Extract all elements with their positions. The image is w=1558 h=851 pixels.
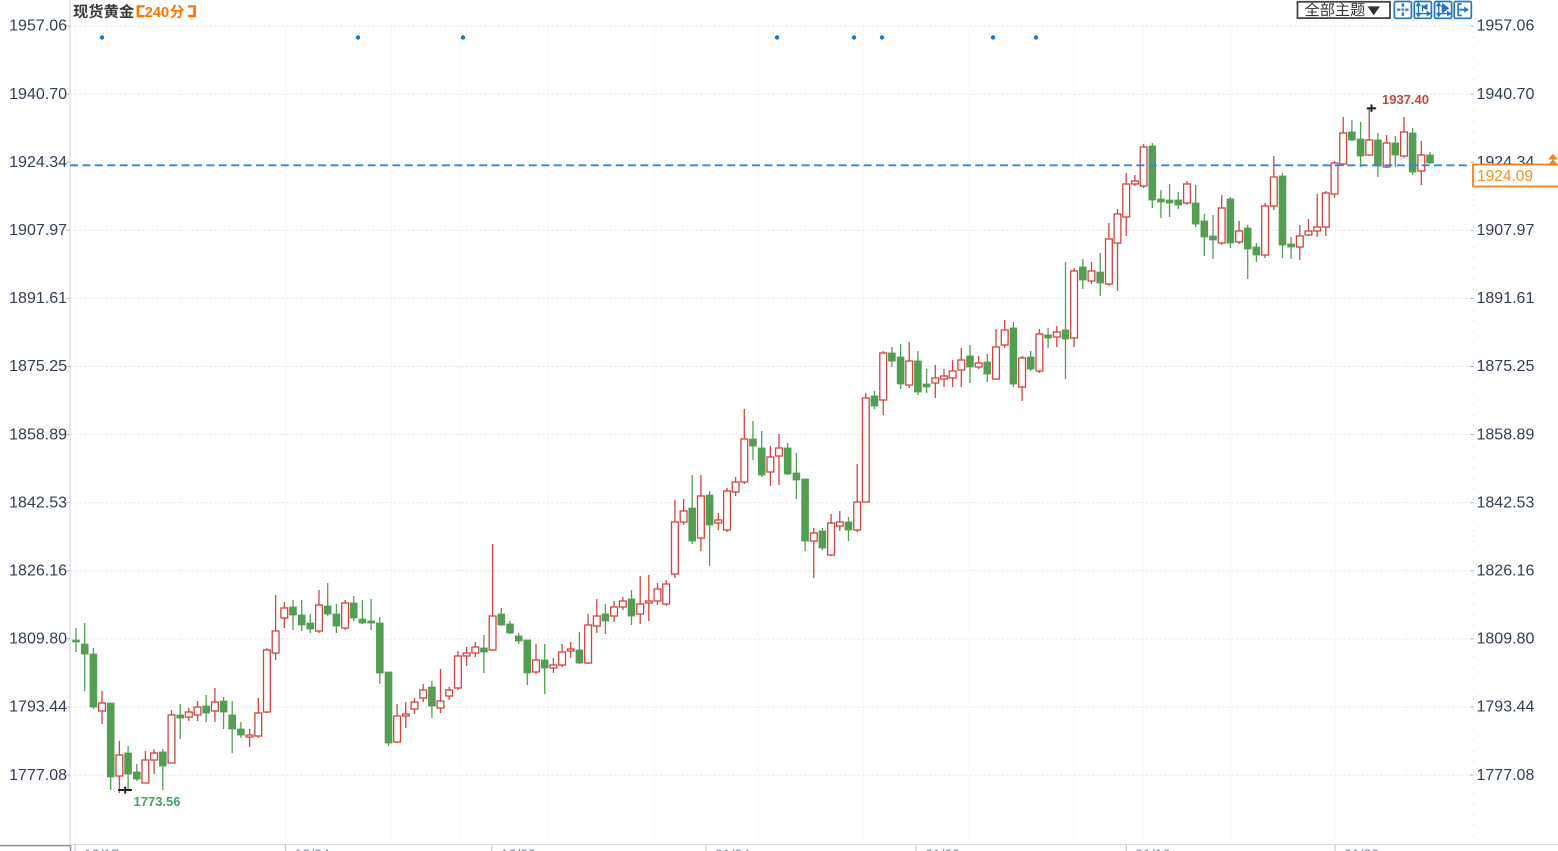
svg-text:1957.06: 1957.06 [9, 18, 67, 35]
svg-text:1858.89: 1858.89 [9, 426, 67, 443]
svg-text:1907.97: 1907.97 [9, 222, 67, 239]
svg-text:1891.61: 1891.61 [9, 290, 67, 307]
svg-text:1793.44: 1793.44 [1477, 699, 1535, 716]
svg-text:1842.53: 1842.53 [9, 494, 67, 511]
svg-text:01/09: 01/09 [925, 846, 960, 851]
svg-text:1907.97: 1907.97 [1477, 222, 1535, 239]
svg-text:12/17: 12/17 [84, 846, 119, 851]
svg-text:1891.61: 1891.61 [1477, 290, 1535, 307]
svg-text:1809.80: 1809.80 [9, 631, 67, 648]
svg-text:1809.80: 1809.80 [1477, 631, 1535, 648]
svg-text:1777.08: 1777.08 [1477, 767, 1535, 784]
svg-text:1875.25: 1875.25 [1477, 358, 1535, 375]
svg-text:1826.16: 1826.16 [9, 563, 67, 580]
svg-text:12/24: 12/24 [295, 846, 330, 851]
svg-text:1858.89: 1858.89 [1477, 426, 1535, 443]
svg-text:01/04: 01/04 [715, 846, 750, 851]
svg-text:1842.53: 1842.53 [1477, 494, 1535, 511]
svg-text:240: 240 [145, 5, 169, 21]
svg-text:1957.06: 1957.06 [1477, 18, 1535, 35]
svg-text:1793.44: 1793.44 [9, 699, 67, 716]
svg-text:1826.16: 1826.16 [1477, 563, 1535, 580]
svg-text:1924.09: 1924.09 [1477, 168, 1533, 185]
svg-text:1777.08: 1777.08 [9, 767, 67, 784]
svg-text:1773.56: 1773.56 [134, 794, 181, 809]
svg-text:12/30: 12/30 [501, 846, 536, 851]
svg-text:1937.40: 1937.40 [1382, 92, 1429, 107]
svg-text:1924.34: 1924.34 [9, 154, 67, 171]
svg-text:1940.70: 1940.70 [1477, 86, 1535, 103]
svg-text:1875.25: 1875.25 [9, 358, 67, 375]
svg-text:01/20: 01/20 [1344, 846, 1379, 851]
svg-text:01/16: 01/16 [1135, 846, 1170, 851]
svg-text:1940.70: 1940.70 [9, 86, 67, 103]
